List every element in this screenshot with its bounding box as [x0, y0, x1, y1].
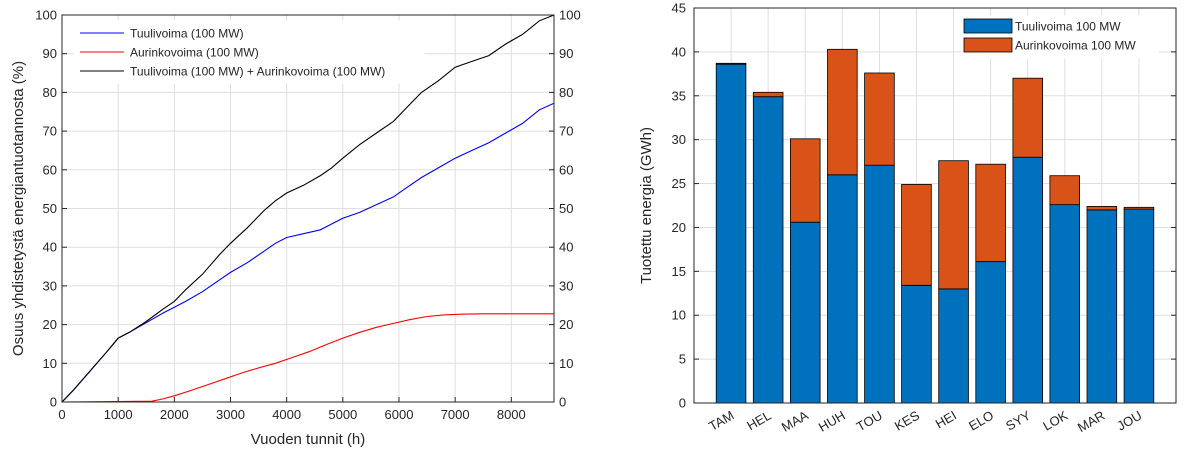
bar-y-tick-label: 15 [672, 264, 686, 279]
line-y-right-tick-label: 40 [559, 240, 573, 255]
line-legend-label-1: Aurinkovoima (100 MW) [130, 46, 259, 60]
bar-y-axis-label: Tuotettu energia (GWh) [638, 127, 655, 284]
bar-y-tick-label: 35 [672, 88, 686, 103]
bar-legend-label-0: Tuulivoima 100 MW [1015, 20, 1121, 34]
line-y-right-tick-label: 30 [559, 278, 573, 293]
bar-tuulivoima-tou [864, 164, 895, 404]
bar-aurinkovoima-elo [975, 163, 1006, 262]
line-x-tick-label: 3000 [216, 407, 245, 422]
bar-tuulivoima-kes [901, 284, 932, 404]
line-x-tick-label: 7000 [441, 407, 470, 422]
line-y-right-tick-label: 10 [559, 356, 573, 371]
bar-aurinkovoima-hei [938, 160, 969, 290]
bar-category-label: TOU [854, 408, 885, 435]
line-y-tick-label: 60 [43, 162, 57, 177]
line-y-axis-label: Osuus yhdistetystä energiantuotannosta (… [10, 61, 27, 356]
bar-y-tick-label: 20 [672, 220, 686, 235]
bar-aurinkovoima-syy [1012, 77, 1044, 158]
line-y-right-tick-label: 100 [559, 8, 581, 23]
line-series-1 [61, 313, 554, 403]
bar-legend-swatch-0 [963, 18, 1013, 34]
bar-y-tick-label: 5 [679, 352, 686, 367]
bar-tuulivoima-tam [715, 63, 747, 404]
bar-category-label: MAR [1075, 408, 1108, 435]
bar-tuulivoima-huh [827, 174, 858, 404]
line-y-tick-label: 100 [35, 8, 57, 23]
bar-aurinkovoima-tou [864, 72, 895, 166]
bar-tuulivoima-syy [1012, 156, 1044, 404]
bar-category-label: HUH [816, 408, 848, 435]
line-y-right-tick-label: 0 [559, 395, 566, 410]
line-y-tick-label: 0 [50, 395, 57, 410]
bar-y-tick-label: 30 [672, 132, 686, 147]
line-legend-label-0: Tuulivoima (100 MW) [130, 27, 244, 41]
bar-tuulivoima-lok [1049, 204, 1081, 404]
bar-category-label: HEI [933, 408, 959, 432]
bar-tuulivoima-hel [752, 96, 784, 404]
line-x-tick-label: 2000 [160, 407, 189, 422]
line-y-tick-label: 90 [43, 46, 57, 61]
bar-category-label: TAM [706, 408, 736, 434]
line-legend-label-2: Tuulivoima (100 MW) + Aurinkovoima (100 … [130, 65, 385, 79]
bar-tuulivoima-jou [1123, 208, 1155, 404]
bar-category-label: HEL [744, 408, 773, 434]
line-y-tick-label: 80 [43, 85, 57, 100]
line-x-tick-label: 0 [58, 407, 65, 422]
bar-aurinkovoima-jou [1123, 206, 1155, 210]
line-y-tick-label: 40 [43, 240, 57, 255]
bar-legend-swatch-1 [963, 37, 1013, 53]
line-series-2 [61, 14, 555, 403]
line-x-tick-label: 8000 [497, 407, 526, 422]
bar-y-tick-label: 10 [672, 308, 686, 323]
bar-category-label: KES [892, 407, 922, 433]
bar-category-label: MAA [779, 407, 811, 434]
bar-category-label: ELO [966, 408, 996, 434]
line-y-right-tick-label: 70 [559, 124, 573, 139]
line-y-right-tick-label: 20 [559, 317, 573, 332]
line-x-tick-label: 6000 [385, 407, 414, 422]
line-y-right-tick-label: 50 [559, 201, 573, 216]
bar-tuulivoima-maa [790, 221, 821, 404]
line-y-tick-label: 10 [43, 356, 57, 371]
bar-aurinkovoima-mar [1086, 205, 1118, 211]
bar-aurinkovoima-tam [715, 62, 747, 65]
bar-aurinkovoima-hel [752, 91, 784, 98]
bar-legend-label-1: Aurinkovoima 100 MW [1015, 39, 1136, 53]
line-y-tick-label: 20 [43, 317, 57, 332]
bar-aurinkovoima-kes [901, 183, 932, 286]
bar-y-tick-label: 25 [672, 176, 686, 191]
bar-aurinkovoima-huh [827, 48, 858, 176]
bar-category-label: LOK [1040, 407, 1070, 433]
line-x-tick-label: 4000 [272, 407, 301, 422]
bar-tuulivoima-elo [975, 261, 1006, 404]
line-y-tick-label: 70 [43, 124, 57, 139]
bar-category-label: JOU [1114, 408, 1144, 434]
line-x-tick-label: 1000 [104, 407, 133, 422]
line-y-right-tick-label: 60 [559, 162, 573, 177]
line-x-axis-label: Vuoden tunnit (h) [251, 431, 366, 448]
line-axes-box [61, 14, 555, 403]
bar-tuulivoima-hei [938, 288, 969, 404]
bar-category-label: SYY [1003, 407, 1033, 433]
bar-y-tick-label: 45 [672, 1, 686, 16]
bar-aurinkovoima-lok [1049, 175, 1081, 206]
line-y-tick-label: 50 [43, 201, 57, 216]
line-y-tick-label: 30 [43, 278, 57, 293]
line-y-right-tick-label: 90 [559, 46, 573, 61]
bar-tuulivoima-mar [1086, 209, 1118, 404]
line-legend-box [73, 20, 425, 84]
line-y-right-tick-label: 80 [559, 85, 573, 100]
bar-y-tick-label: 40 [672, 44, 686, 59]
bar-aurinkovoima-maa [790, 138, 821, 223]
line-x-tick-label: 5000 [328, 407, 357, 422]
bar-axes-box [693, 7, 1177, 404]
bar-y-tick-label: 0 [679, 396, 686, 411]
